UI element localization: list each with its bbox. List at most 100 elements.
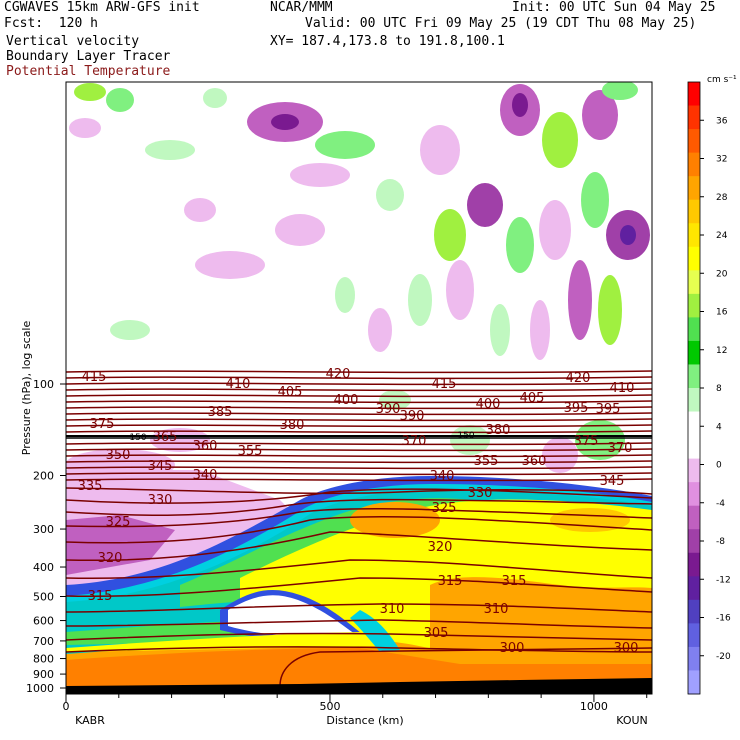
theta-label: 310	[484, 602, 509, 617]
theta-label: 300	[500, 641, 525, 656]
theta-label: 405	[278, 385, 303, 400]
theta-contour	[66, 406, 652, 410]
theta-contour	[66, 577, 652, 598]
field-boundary-layer-tracer: Boundary Layer Tracer	[6, 49, 171, 64]
theta-label: 375	[90, 417, 115, 432]
colorbar-swatch	[688, 152, 700, 177]
y-tick-label: 800	[33, 653, 54, 666]
y-tick-label: 300	[33, 523, 54, 536]
theta-contour	[66, 454, 652, 458]
colorbar-swatch	[688, 505, 700, 530]
theta-label: 365	[153, 430, 178, 445]
cross-section-endpoints: XY= 187.4,173.8 to 191.8,100.1	[270, 34, 505, 49]
colorbar-label: -20	[716, 652, 731, 662]
colorbar-label: 24	[716, 231, 728, 241]
colorbar-swatch	[688, 388, 700, 413]
theta-contour	[66, 394, 652, 398]
theta-contour	[66, 400, 652, 404]
theta-contour	[66, 442, 652, 446]
theta-contour	[66, 388, 652, 392]
y-tick-label: 700	[33, 635, 54, 648]
theta-label: 340	[193, 468, 218, 483]
y-tick-label: 900	[33, 668, 54, 681]
theta-contour	[66, 424, 652, 428]
org-label: NCAR/MMM	[270, 0, 333, 15]
x-tick-label: 500	[319, 700, 340, 713]
colorbar-swatch	[688, 411, 700, 436]
theta-label: 385	[208, 405, 233, 420]
theta-label: 375	[574, 434, 599, 449]
colorbar-swatch	[688, 340, 700, 365]
theta-label: 335	[78, 479, 103, 494]
theta-contour	[66, 531, 652, 562]
theta-label: 370	[608, 441, 633, 456]
colorbar-swatch	[688, 576, 700, 601]
colorbar-swatch	[688, 458, 700, 483]
colorbar-label: -16	[716, 614, 731, 624]
theta-contour	[66, 487, 652, 495]
colorbar-swatch	[688, 176, 700, 201]
init-time: Init: 00 UTC Sun 04 May 25	[512, 0, 716, 15]
forecast-hour: Fcst: 120 h	[4, 16, 98, 31]
field-potential-temperature: Potential Temperature	[6, 64, 171, 79]
x-tick-label: 1000	[580, 700, 608, 713]
colorbar-swatch	[688, 246, 700, 271]
y-tick-label: 1000	[26, 682, 54, 695]
colorbar-label: 16	[716, 308, 728, 318]
theta-contour	[66, 430, 652, 434]
y-tick-label: 100	[33, 378, 54, 391]
theta-label: 400	[476, 397, 501, 412]
theta-label: 380	[280, 418, 305, 433]
theta-contour	[66, 632, 652, 641]
colorbar-label: 36	[716, 116, 728, 126]
field-vertical-velocity: Vertical velocity	[6, 34, 140, 49]
theta-contour	[66, 460, 652, 464]
theta-contour	[66, 559, 652, 580]
colorbar-label: -4	[716, 499, 725, 509]
colorbar-label: 0	[716, 461, 722, 471]
colorbar-label: -12	[716, 575, 731, 585]
theta-label: 350	[106, 448, 131, 463]
colorbar-swatch	[688, 317, 700, 342]
model-title: CGWAVES 15km ARW-GFS init	[4, 0, 200, 15]
theta-label: 380	[486, 423, 511, 438]
theta-contour	[66, 488, 652, 504]
theta-label: 330	[468, 486, 493, 501]
plot-area	[66, 82, 652, 694]
colorbar-swatch	[688, 129, 700, 154]
theta-contour	[66, 448, 652, 452]
colorbar-swatch	[688, 270, 700, 295]
theta-contour	[66, 498, 652, 516]
theta-contour	[66, 418, 652, 422]
theta-label: 150	[129, 433, 146, 443]
colorbar-label: 32	[716, 155, 727, 165]
theta-label: 395	[564, 401, 589, 416]
theta-contour	[66, 516, 652, 544]
colorbar-swatch	[688, 364, 700, 389]
theta-label: 390	[400, 409, 425, 424]
terrain	[66, 678, 652, 694]
theta-label: 420	[566, 371, 591, 386]
theta-label: 360	[522, 454, 547, 469]
start-station-label: KABR	[75, 714, 105, 727]
colorbar-swatch	[688, 105, 700, 130]
theta-label: 315	[502, 574, 527, 589]
vertical-velocity-waves	[66, 82, 650, 481]
colorbar-label: -8	[716, 537, 725, 547]
theta-contour-labels: 300 300 305 310 310 315 315 315 320 320 325 325 330 3…	[78, 367, 639, 656]
y-tick-label: 200	[33, 470, 54, 483]
colorbar-swatch	[688, 646, 700, 671]
theta-label: 345	[148, 459, 173, 474]
theta-label: 405	[520, 391, 545, 406]
x-tick-label: 0	[63, 700, 70, 713]
colorbar-swatch	[688, 623, 700, 648]
theta-contour	[66, 370, 652, 374]
colorbar-swatch	[688, 293, 700, 318]
theta-label: 330	[148, 493, 173, 508]
colorbar-label: 28	[716, 193, 728, 203]
y-tick-label: 400	[33, 561, 54, 574]
theta-label: 370	[402, 434, 427, 449]
theta-label: 315	[438, 574, 463, 589]
